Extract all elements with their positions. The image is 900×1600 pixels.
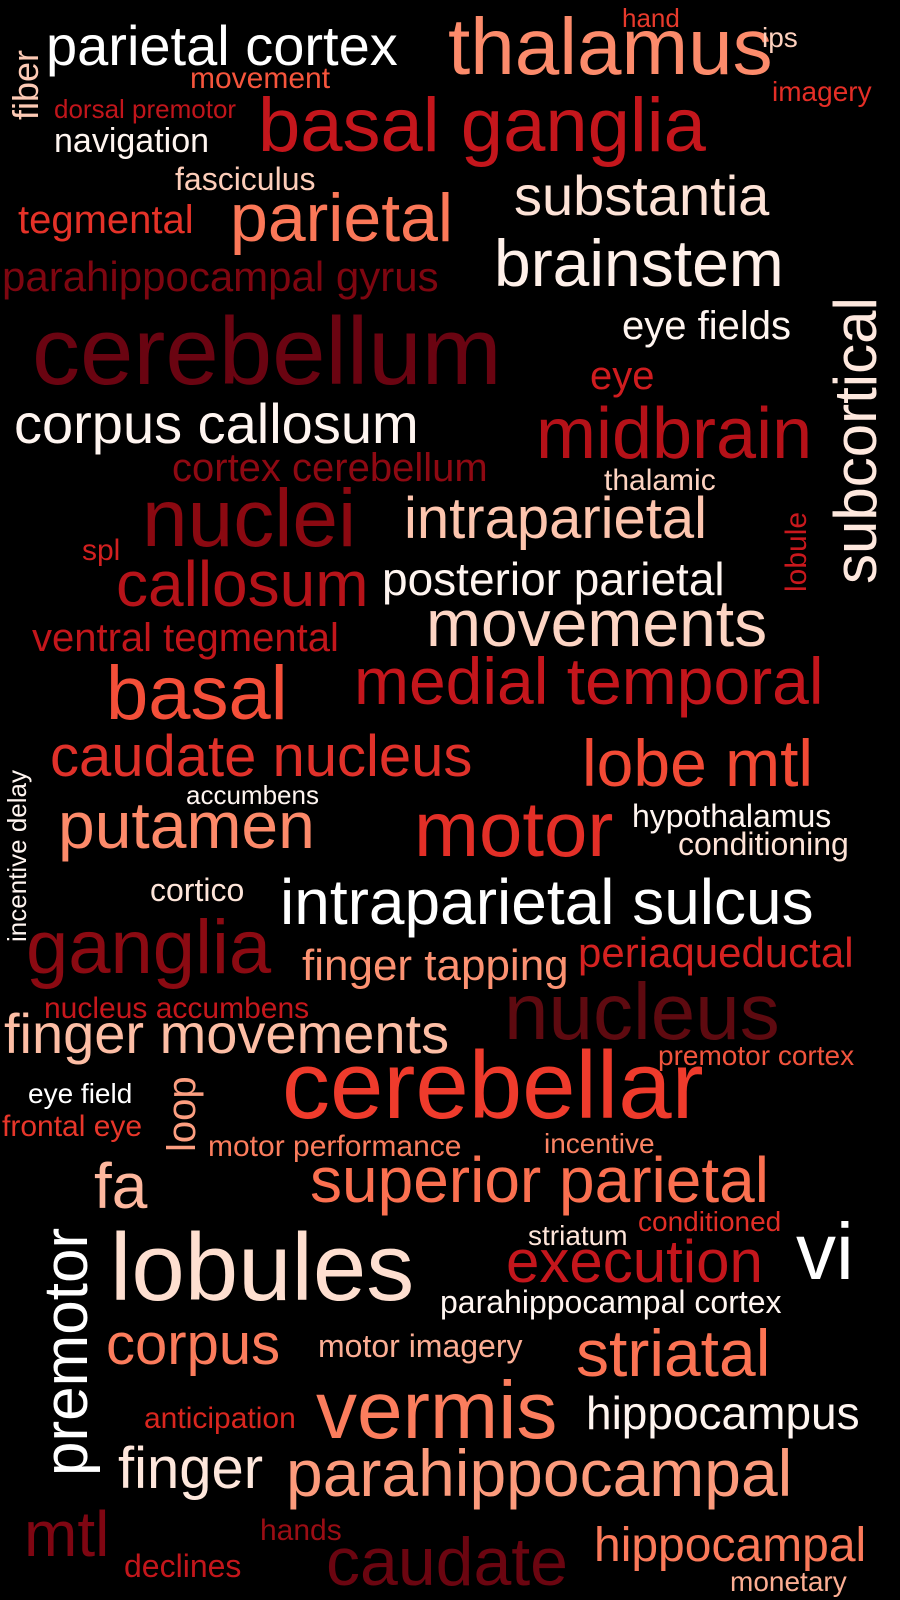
word-caudate: caudate [326, 1524, 568, 1600]
word-movement: movement [190, 62, 331, 95]
word-corpus: corpus [106, 1312, 281, 1377]
word-eye: eye [590, 354, 655, 398]
word-ips: ips [762, 22, 798, 53]
word-cortex-cerebellum: cortex cerebellum [172, 446, 488, 490]
word-basal: basal [106, 651, 288, 736]
word-parietal-cortex: parietal cortex [46, 14, 398, 77]
word-fiber: fiber [5, 49, 46, 120]
word-conditioning: conditioning [678, 826, 849, 862]
word-ventral-tegmental: ventral tegmental [32, 616, 339, 660]
word-accumbens: accumbens [186, 780, 319, 810]
word-putamen: putamen [58, 788, 315, 862]
word-substantia: substantia [514, 164, 770, 227]
word-fa: fa [94, 1150, 148, 1222]
word-callosum: callosum [116, 548, 369, 620]
word-hand: hand [622, 3, 680, 33]
word-cerebellar: cerebellar [282, 1032, 704, 1139]
word-premotor-cortex: premotor cortex [658, 1040, 855, 1071]
word-nucleus: nucleus [504, 967, 780, 1056]
word-vermis: vermis [316, 1365, 558, 1456]
word-cerebellum: cerebellum [32, 298, 502, 405]
word-motor-performance: motor performance [208, 1130, 462, 1163]
word-lobules: lobules [110, 1214, 415, 1321]
word-finger: finger [118, 1436, 264, 1501]
word-posterior-parietal: posterior parietal [382, 553, 725, 605]
word-nucleus-accumbens: nucleus accumbens [44, 992, 310, 1025]
word-movements: movements [426, 586, 768, 660]
word-brainstem: brainstem [494, 226, 784, 300]
word-corpus-callosum: corpus callosum [14, 392, 419, 455]
word-eye-field: eye field [28, 1078, 133, 1109]
word-finger-movements: finger movements [4, 1002, 450, 1065]
word-thalamic: thalamic [604, 464, 716, 497]
word-cortico: cortico [150, 872, 245, 908]
word-tegmental: tegmental [18, 198, 194, 242]
word-nuclei: nuclei [142, 473, 357, 564]
word-parietal: parietal [230, 180, 454, 256]
word-execution: execution [506, 1228, 763, 1295]
word-intraparietal: intraparietal [404, 486, 708, 551]
word-thalamus: thalamus [448, 2, 773, 91]
word-caudate-nucleus: caudate nucleus [50, 724, 473, 789]
word-eye-fields: eye fields [622, 304, 791, 348]
word-lobe-mtl: lobe mtl [582, 726, 814, 800]
word-medial-temporal: medial temporal [354, 644, 824, 718]
word-striatum: striatum [528, 1220, 628, 1251]
word-frontal-eye: frontal eye [2, 1110, 143, 1143]
word-navigation: navigation [54, 122, 210, 160]
word-parahippocampal: parahippocampal [286, 1436, 793, 1510]
word-striatal: striatal [576, 1316, 771, 1390]
word-hypothalamus: hypothalamus [632, 798, 832, 834]
word-parahippocampal-gyrus: parahippocampal gyrus [2, 253, 439, 300]
word-periaqueductal: periaqueductal [578, 929, 854, 976]
word-midbrain: midbrain [536, 394, 813, 474]
word-parahippocampal-cortex: parahippocampal cortex [440, 1284, 782, 1320]
word-imagery: imagery [772, 76, 872, 107]
word-anticipation: anticipation [144, 1402, 296, 1435]
word-declines: declines [124, 1548, 242, 1584]
word-monetary: monetary [730, 1566, 847, 1597]
word-hippocampus: hippocampus [586, 1387, 860, 1439]
word-vi: vi [796, 1207, 854, 1296]
word-intraparietal-sulcus: intraparietal sulcus [280, 866, 814, 938]
word-lobule: lobule [780, 511, 813, 592]
word-motor-imagery: motor imagery [318, 1328, 523, 1364]
word-incentive: incentive [544, 1128, 655, 1159]
word-ganglia: ganglia [26, 905, 272, 990]
word-superior-parietal: superior parietal [310, 1144, 769, 1216]
word-finger-tapping: finger tapping [302, 941, 569, 990]
word-basal-ganglia: basal ganglia [258, 83, 706, 168]
word-motor: motor [414, 785, 614, 873]
word-dorsal-premotor: dorsal premotor [54, 94, 237, 124]
word-subcortical: subcortical [822, 297, 889, 584]
word-spl: spl [82, 534, 121, 567]
word-loop: loop [160, 1076, 204, 1152]
word-premotor: premotor [32, 1227, 101, 1476]
word-fasciculus: fasciculus [175, 161, 316, 197]
word-hands: hands [260, 1514, 342, 1547]
word-mtl: mtl [24, 1498, 110, 1570]
word-hippocampal: hippocampal [594, 1519, 867, 1572]
word-conditioned: conditioned [638, 1206, 782, 1237]
